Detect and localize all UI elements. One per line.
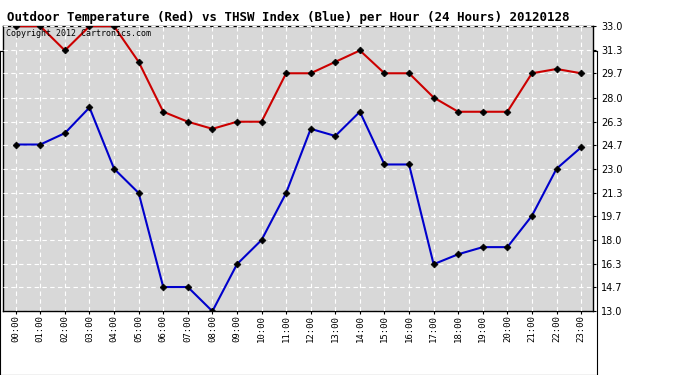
Text: Copyright 2012 Cartronics.com: Copyright 2012 Cartronics.com [6,29,151,38]
Text: Outdoor Temperature (Red) vs THSW Index (Blue) per Hour (24 Hours) 20120128: Outdoor Temperature (Red) vs THSW Index … [7,11,569,24]
